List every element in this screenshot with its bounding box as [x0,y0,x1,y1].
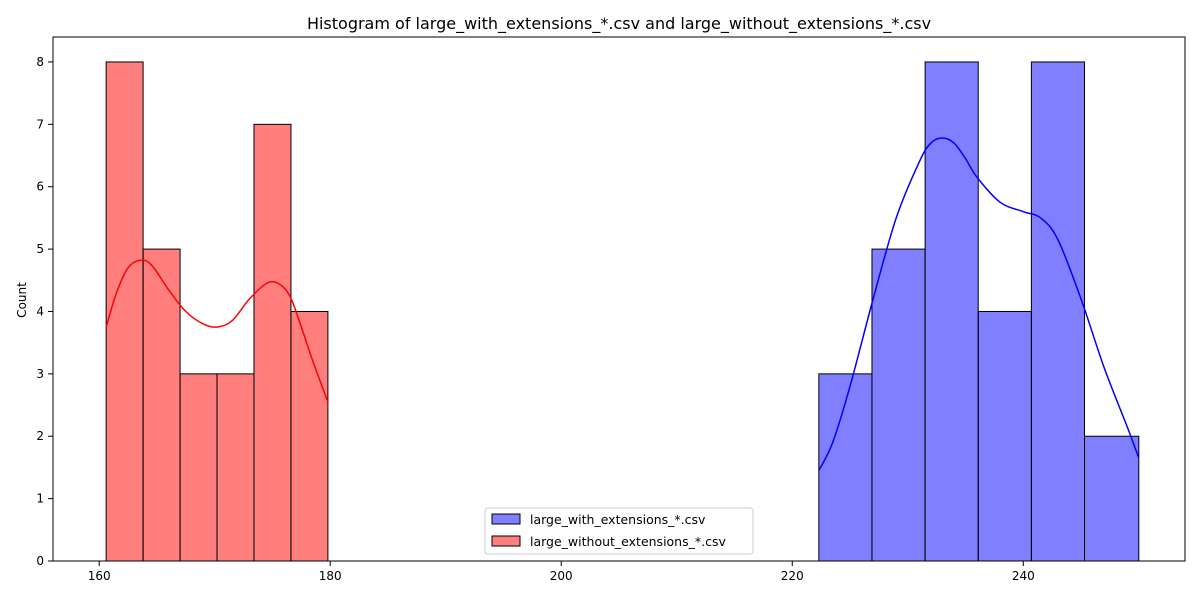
x-tick-label: 220 [781,569,804,583]
y-tick-label: 1 [36,492,44,506]
x-tick-label: 160 [88,569,111,583]
y-tick-label: 8 [36,55,44,69]
chart-title: Histogram of large_with_extensions_*.csv… [307,14,931,34]
histogram-bar-with-extensions [871,248,926,562]
y-tick-label: 4 [36,304,44,318]
y-tick-label: 0 [36,554,44,568]
legend-swatch-with-extensions [491,513,521,525]
y-axis-label: Count [15,282,29,318]
histogram-bar-without-extensions [253,123,292,562]
kde-layer [105,137,1140,471]
histogram-bar-without-extensions [142,248,181,562]
histogram-bar-with-extensions [977,310,1032,562]
y-axis-ticks: 0 1 2 3 4 5 6 7 8 [36,55,53,568]
y-tick-label: 7 [36,117,44,131]
histogram-bar-without-extensions [216,373,255,562]
kde-line-without-extensions [105,259,329,403]
x-tick-label: 240 [1012,569,1035,583]
bars-layer [105,61,1140,562]
histogram-bar-without-extensions [179,373,218,562]
x-axis-ticks: 160 180 200 220 240 [88,561,1035,583]
legend-box [484,507,754,555]
histogram-bar-with-extensions [1084,435,1140,562]
x-tick-label: 200 [550,569,573,583]
x-tick-label: 180 [319,569,342,583]
legend-swatch-without-extensions [491,535,521,547]
histogram-bar-with-extensions [924,61,979,562]
histogram-bar-without-extensions [105,61,144,562]
kde-line-with-extensions [818,137,1140,471]
y-tick-label: 3 [36,367,44,381]
histogram-bar-with-extensions [1030,61,1085,562]
legend-label-with-extensions: large_with_extensions_*.csv [530,512,706,527]
y-tick-label: 2 [36,429,44,443]
plot-frame [52,36,1186,562]
legend: large_with_extensions_*.csv large_withou… [484,507,754,555]
y-tick-label: 5 [36,242,44,256]
y-tick-label: 6 [36,180,44,194]
legend-label-without-extensions: large_without_extensions_*.csv [530,534,726,549]
